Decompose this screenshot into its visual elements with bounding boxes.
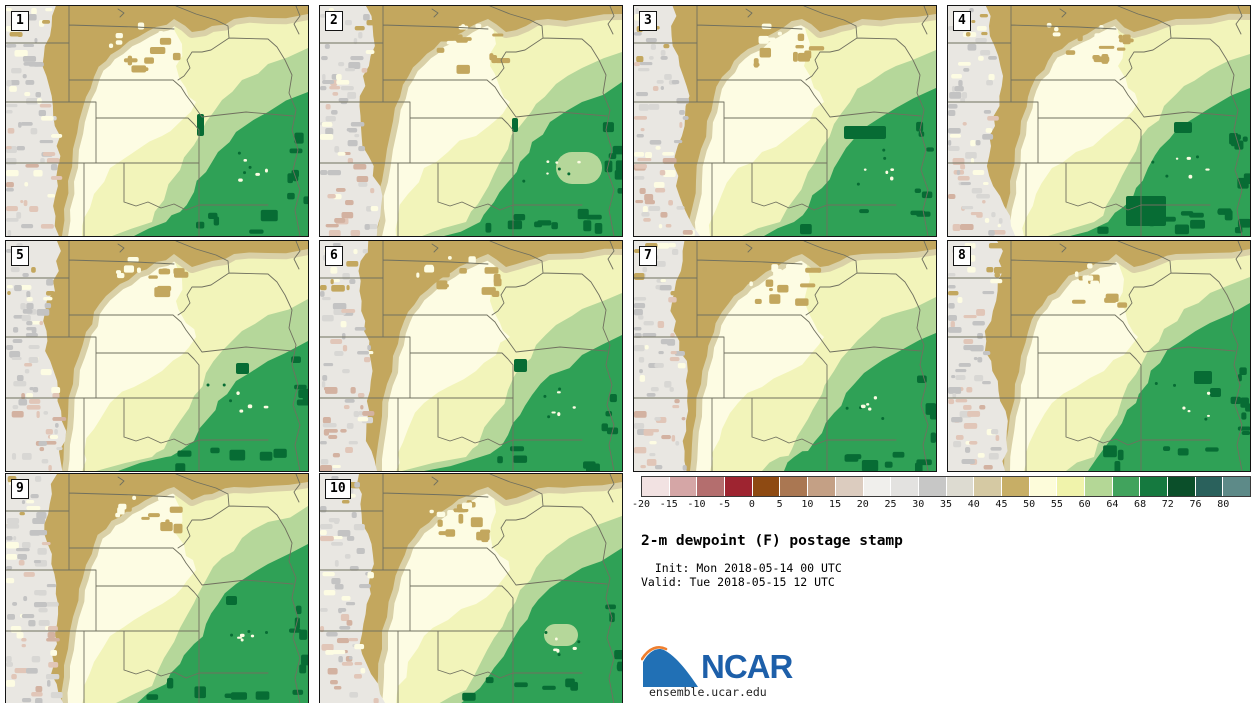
colorbar-swatch: [835, 477, 863, 496]
ensemble-member-panel: 2: [319, 5, 623, 237]
colorbar-tick: 60: [1078, 499, 1091, 510]
ensemble-member-panel: 8: [947, 240, 1251, 472]
init-valid-times: Init: Mon 2018-05-14 00 UTC Valid: Tue 2…: [641, 561, 842, 589]
colorbar-swatch: [918, 477, 946, 496]
colorbar-tick: 50: [1023, 499, 1036, 510]
colorbar-swatch: [697, 477, 725, 496]
colorbar-swatch: [863, 477, 891, 496]
colorbar-tick: -20: [631, 499, 651, 510]
ensemble-member-panel: 6: [319, 240, 623, 472]
colorbar-tick: 68: [1134, 499, 1147, 510]
ensemble-member-panel: 3: [633, 5, 937, 237]
colorbar-tick-labels: -20 -15 -10 -5 0 5 10 15 20 25 30 35 40 45 50 55 60 64 68 7…: [632, 499, 1251, 512]
colorbar-tick: 0: [748, 499, 755, 510]
colorbar-swatches: [641, 476, 1251, 497]
ensemble-member-panel: 7: [633, 240, 937, 472]
colorbar-tick: 5: [776, 499, 783, 510]
panel-number: 9: [11, 479, 29, 499]
colorbar-swatch: [974, 477, 1001, 496]
colorbar-tick: -5: [718, 499, 731, 510]
colorbar-swatch: [669, 477, 697, 496]
colorbar-swatch: [1223, 477, 1251, 496]
colorbar-tick: 25: [884, 499, 897, 510]
figure-title: 2-m dewpoint (F) postage stamp: [641, 533, 903, 549]
colorbar-tick: 30: [912, 499, 925, 510]
colorbar-swatch: [1112, 477, 1140, 496]
panel-number: 7: [639, 246, 657, 266]
colorbar-swatch: [1001, 477, 1029, 496]
colorbar-tick: 35: [939, 499, 953, 510]
colorbar-swatch: [725, 477, 752, 496]
panel-number: 8: [953, 246, 971, 266]
colorbar-swatch: [891, 477, 918, 496]
colorbar-tick: 80: [1217, 499, 1230, 510]
ncar-wordmark: NCAR: [701, 648, 793, 685]
ensemble-member-panel: 10: [319, 473, 623, 703]
colorbar-tick: 55: [1050, 499, 1063, 510]
colorbar-swatch: [1195, 477, 1223, 496]
ncar-logo: NCAR: [641, 645, 793, 688]
panel-number: 5: [11, 246, 29, 266]
ensemble-member-panel: 1: [5, 5, 309, 237]
colorbar-swatch: [1140, 477, 1168, 496]
colorbar-tick: -10: [687, 499, 706, 510]
colorbar-tick: 40: [967, 499, 980, 510]
ensemble-member-panel: 5: [5, 240, 309, 472]
colorbar-swatch: [1057, 477, 1084, 496]
panel-number: 6: [325, 246, 343, 266]
ensemble-member-panel: 9: [5, 473, 309, 703]
colorbar-tick: 72: [1161, 499, 1174, 510]
colorbar-tick: 45: [995, 499, 1008, 510]
colorbar-swatch: [752, 477, 780, 496]
valid-time: Valid: Tue 2018-05-15 12 UTC: [641, 574, 835, 589]
init-time: Init: Mon 2018-05-14 00 UTC: [641, 561, 842, 575]
colorbar-tick: 64: [1106, 499, 1119, 510]
colorbar-tick: 10: [801, 499, 814, 510]
colorbar-tick: 15: [829, 499, 842, 510]
panel-number: 4: [953, 11, 971, 31]
colorbar-swatch: [946, 477, 974, 496]
dewpoint-colorbar: -20 -15 -10 -5 0 5 10 15 20 25 30 35 40 45 50 55 60 64 68 7…: [632, 476, 1251, 512]
colorbar-swatch: [1029, 477, 1057, 496]
colorbar-swatch: [1085, 477, 1112, 496]
colorbar-tick: 20: [856, 499, 869, 510]
colorbar-swatch: [780, 477, 808, 496]
panel-number: 1: [11, 11, 29, 31]
panel-number: 2: [325, 11, 343, 31]
colorbar-tick: -15: [659, 499, 678, 510]
panel-number: 10: [325, 479, 351, 499]
ensemble-member-panel: 4: [947, 5, 1251, 237]
colorbar-swatch: [1168, 477, 1195, 496]
ncar-swoosh-icon: [641, 646, 698, 687]
colorbar-swatch: [642, 477, 669, 496]
panel-number: 3: [639, 11, 657, 31]
colorbar-tick: 76: [1189, 499, 1202, 510]
site-url: ensemble.ucar.edu: [649, 685, 767, 699]
colorbar-swatch: [808, 477, 835, 496]
